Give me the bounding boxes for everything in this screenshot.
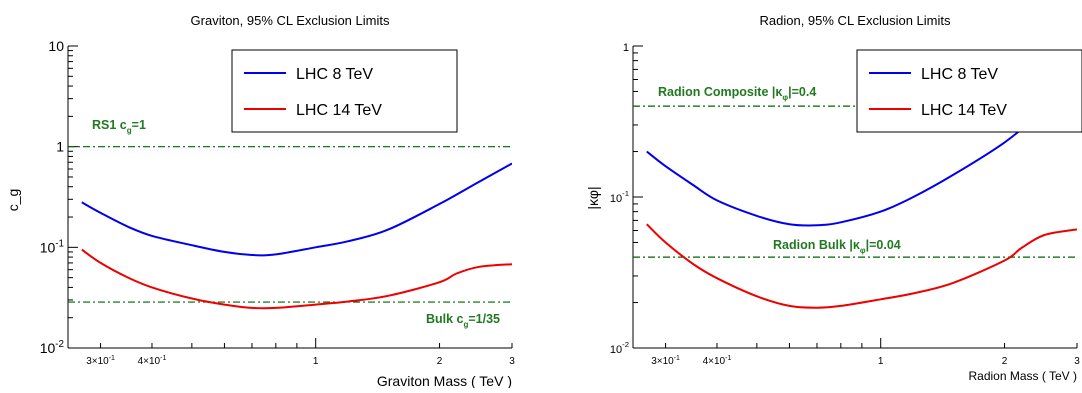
- x-tick-label-base: 1: [313, 356, 319, 367]
- y-tick-label-base: 1: [56, 139, 64, 155]
- y-tick-label-exponent: -1: [55, 238, 64, 249]
- reference-label-subscript: φ: [860, 246, 866, 255]
- reference-line-label: Bulk cg=1/35: [426, 312, 500, 329]
- x-tick-label: 4×10-1: [138, 355, 167, 367]
- reference-line-label: Radion Bulk |κφ|=0.04: [773, 238, 901, 255]
- x-tick-label-base: 3×10: [86, 356, 109, 367]
- x-tick-label-base: 2: [437, 356, 443, 367]
- y-tick-label: 10-2: [40, 339, 64, 356]
- x-tick-label: 2: [437, 356, 443, 367]
- legend-label: LHC 8 TeV: [921, 66, 998, 83]
- reference-label-subscript: g: [127, 126, 132, 135]
- x-tick-label: 4×10-1: [703, 355, 732, 367]
- chart-title: Radion, 95% CL Exclusion Limits: [760, 13, 951, 28]
- x-tick-label-base: 3×10: [651, 356, 674, 367]
- series-line-lhc-14tev: [81, 248, 512, 310]
- x-tick-label-exponent: -1: [725, 355, 731, 362]
- y-axis-label: c_g: [5, 189, 21, 212]
- x-axis-label: Radion Mass ( TeV ): [969, 369, 1078, 383]
- x-tick-label: 3×10-1: [651, 355, 680, 367]
- reference-label-subscript: φ: [782, 93, 788, 102]
- y-tick-label: 1: [56, 139, 64, 155]
- y-tick-label: 10: [48, 38, 64, 54]
- reference-label-main: RS1 c: [92, 118, 127, 132]
- chart-1: Radion, 95% CL Exclusion Limits10-210-11…: [585, 13, 1082, 383]
- x-axis-label: Graviton Mass ( TeV ): [377, 373, 512, 388]
- x-tick-label: 3×10-1: [86, 355, 115, 367]
- x-tick-label-base: 3: [509, 356, 515, 367]
- reference-label-subscript: g: [463, 320, 468, 329]
- x-tick-label: 1: [313, 356, 319, 367]
- x-tick-label-exponent: -1: [109, 355, 115, 362]
- reference-label-tail: =1: [132, 118, 146, 132]
- legend-label: LHC 14 TeV: [296, 102, 382, 119]
- y-tick-label-base: 10: [610, 344, 622, 356]
- x-tick-label-base: 1: [878, 356, 884, 367]
- x-tick-label-exponent: -1: [674, 355, 680, 362]
- reference-label-tail: |=0.4: [788, 85, 816, 99]
- y-tick-label: 10-1: [40, 238, 64, 255]
- y-tick-label-exponent: -2: [622, 340, 629, 349]
- reference-label-tail: =1/35: [468, 312, 500, 326]
- y-tick-label-base: 10: [610, 193, 622, 205]
- y-tick-label-exponent: -1: [622, 189, 629, 198]
- legend-label: LHC 8 TeV: [296, 66, 373, 83]
- reference-line-label: RS1 cg=1: [92, 118, 146, 135]
- x-tick-label-base: 4×10: [138, 356, 161, 367]
- y-tick-label: 10-2: [610, 340, 629, 356]
- y-tick-label-base: 10: [48, 38, 64, 54]
- x-tick-label-base: 3: [1074, 356, 1080, 367]
- reference-label-main: Radion Composite |κ: [658, 85, 782, 99]
- x-tick-label: 3: [1074, 356, 1080, 367]
- series-line-lhc-14tev: [646, 223, 1077, 309]
- series-line-lhc-8tev: [646, 78, 1077, 227]
- reference-label-tail: |=0.04: [866, 238, 901, 252]
- y-tick-label-base: 10: [40, 340, 56, 356]
- y-tick-label-base: 1: [623, 42, 629, 54]
- x-tick-label-exponent: -1: [160, 355, 166, 362]
- x-tick-label-base: 2: [1002, 356, 1008, 367]
- legend-box: [856, 49, 1082, 133]
- legend-label: LHC 14 TeV: [921, 102, 1007, 119]
- series-line-lhc-8tev: [81, 162, 512, 257]
- reference-label-main: Bulk c: [426, 312, 464, 326]
- y-tick-label: 1: [623, 42, 629, 54]
- x-tick-label: 3: [509, 356, 515, 367]
- y-axis-label: |κφ|: [585, 186, 601, 209]
- x-tick-label: 2: [1002, 356, 1008, 367]
- chart-title: Graviton, 95% CL Exclusion Limits: [191, 13, 390, 28]
- chart-0: Graviton, 95% CL Exclusion Limits10-210-…: [5, 13, 515, 389]
- legend-box: [231, 49, 458, 133]
- y-tick-label-base: 10: [40, 239, 56, 255]
- reference-line-label: Radion Composite |κφ|=0.4: [658, 85, 816, 102]
- y-tick-label: 10-1: [610, 189, 629, 205]
- reference-label-main: Radion Bulk |κ: [773, 238, 860, 252]
- y-tick-label-exponent: -2: [55, 339, 64, 350]
- x-tick-label-base: 4×10: [703, 356, 726, 367]
- x-tick-label: 1: [878, 356, 884, 367]
